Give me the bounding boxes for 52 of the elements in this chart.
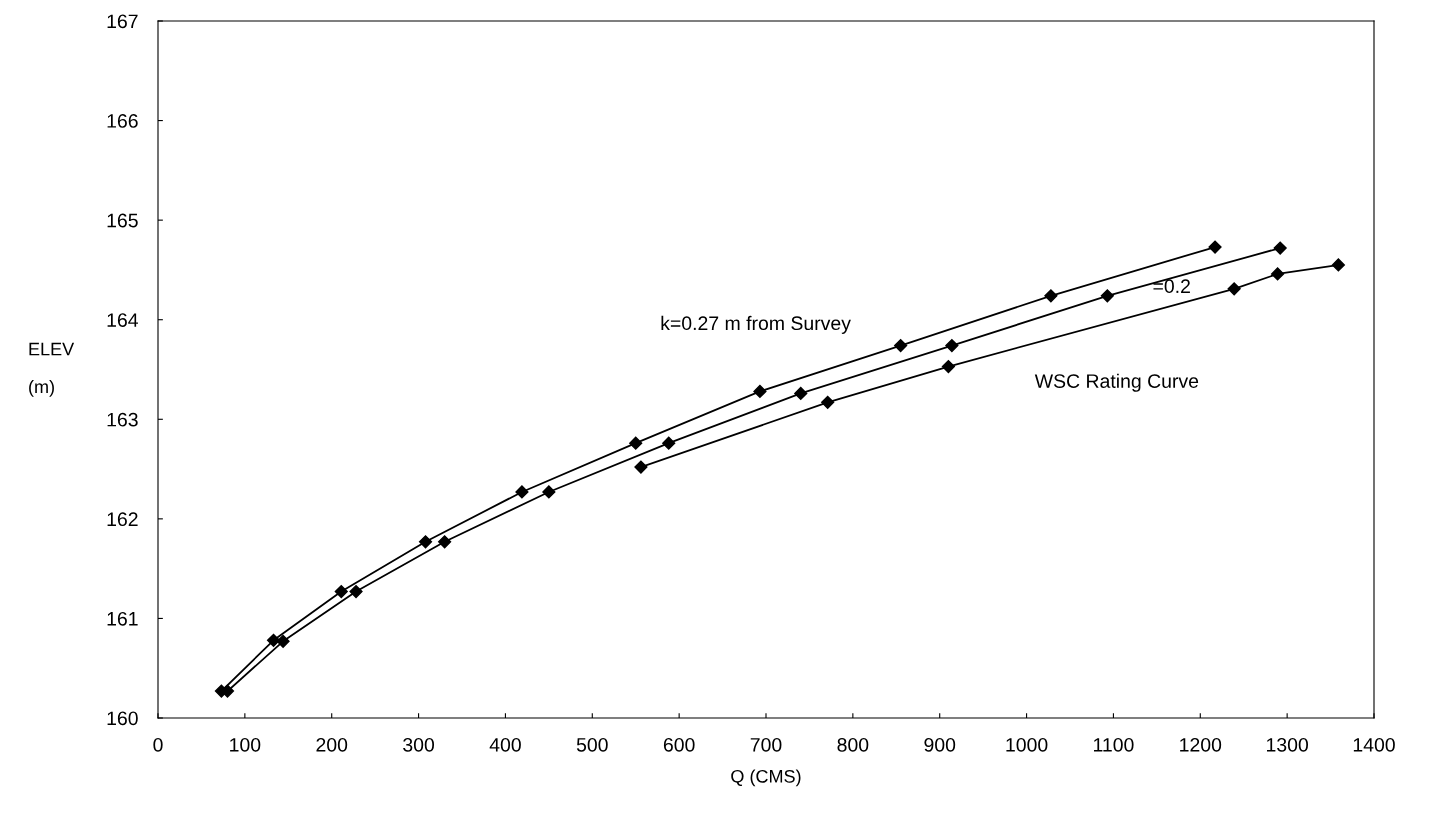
point: [1100, 289, 1114, 303]
point: [542, 485, 556, 499]
y-tick-label: 166: [107, 114, 138, 128]
annotation: WSC Rating Curve: [1034, 373, 1199, 392]
y-tick-label: 164: [107, 313, 138, 327]
y-tick-label: 160: [107, 711, 138, 726]
y-tick-label: 162: [107, 512, 138, 527]
point: [894, 339, 908, 353]
y-tick-label: 167: [107, 14, 138, 29]
point: [941, 359, 955, 374]
point: [438, 535, 452, 549]
text: ELEV (m): [29, 342, 75, 397]
point: [794, 386, 808, 400]
x-axis-title: Q (CMS): [731, 769, 801, 787]
x-tick-label: 400: [489, 737, 521, 752]
point: [418, 535, 433, 549]
x-tick-label: 100: [230, 737, 261, 752]
point: [1227, 282, 1241, 296]
annotation: =0.2: [1153, 279, 1190, 294]
point: [662, 436, 676, 450]
point: [634, 460, 648, 474]
y-tick-label: 161: [107, 611, 138, 626]
point: [266, 633, 281, 647]
point: [753, 384, 767, 398]
x-tick-label: 1000: [1006, 737, 1048, 752]
y-tick-label: 163: [107, 412, 138, 427]
x-tick-label: 1100: [1094, 737, 1134, 752]
point: [945, 339, 959, 353]
y-tick-label: 165: [107, 213, 138, 228]
x-tick-label: 600: [663, 737, 695, 752]
x-tick-label: 700: [750, 737, 782, 752]
point: [276, 634, 290, 648]
point: [334, 584, 348, 599]
point: [821, 395, 835, 409]
x-tick-label: 0: [153, 737, 163, 752]
point: [515, 485, 529, 499]
x-tick-label: 1300: [1267, 737, 1309, 752]
x-tick-label: 300: [403, 737, 435, 752]
point: [1044, 289, 1058, 303]
point: [1273, 241, 1287, 255]
x-tick-label: 500: [576, 737, 608, 752]
point: [629, 436, 643, 450]
x-tick-label: 200: [316, 737, 348, 752]
annotation: k=0.27 m from Survey: [661, 315, 851, 334]
point: [1331, 258, 1345, 272]
x-tick-label: 1200: [1180, 737, 1222, 752]
x-tick-label: 900: [924, 737, 956, 752]
point: [1271, 267, 1285, 281]
point: [349, 584, 363, 599]
x-tick-label: 800: [837, 737, 869, 752]
point: [1208, 240, 1222, 254]
x-tick-label: 1400: [1353, 737, 1395, 752]
